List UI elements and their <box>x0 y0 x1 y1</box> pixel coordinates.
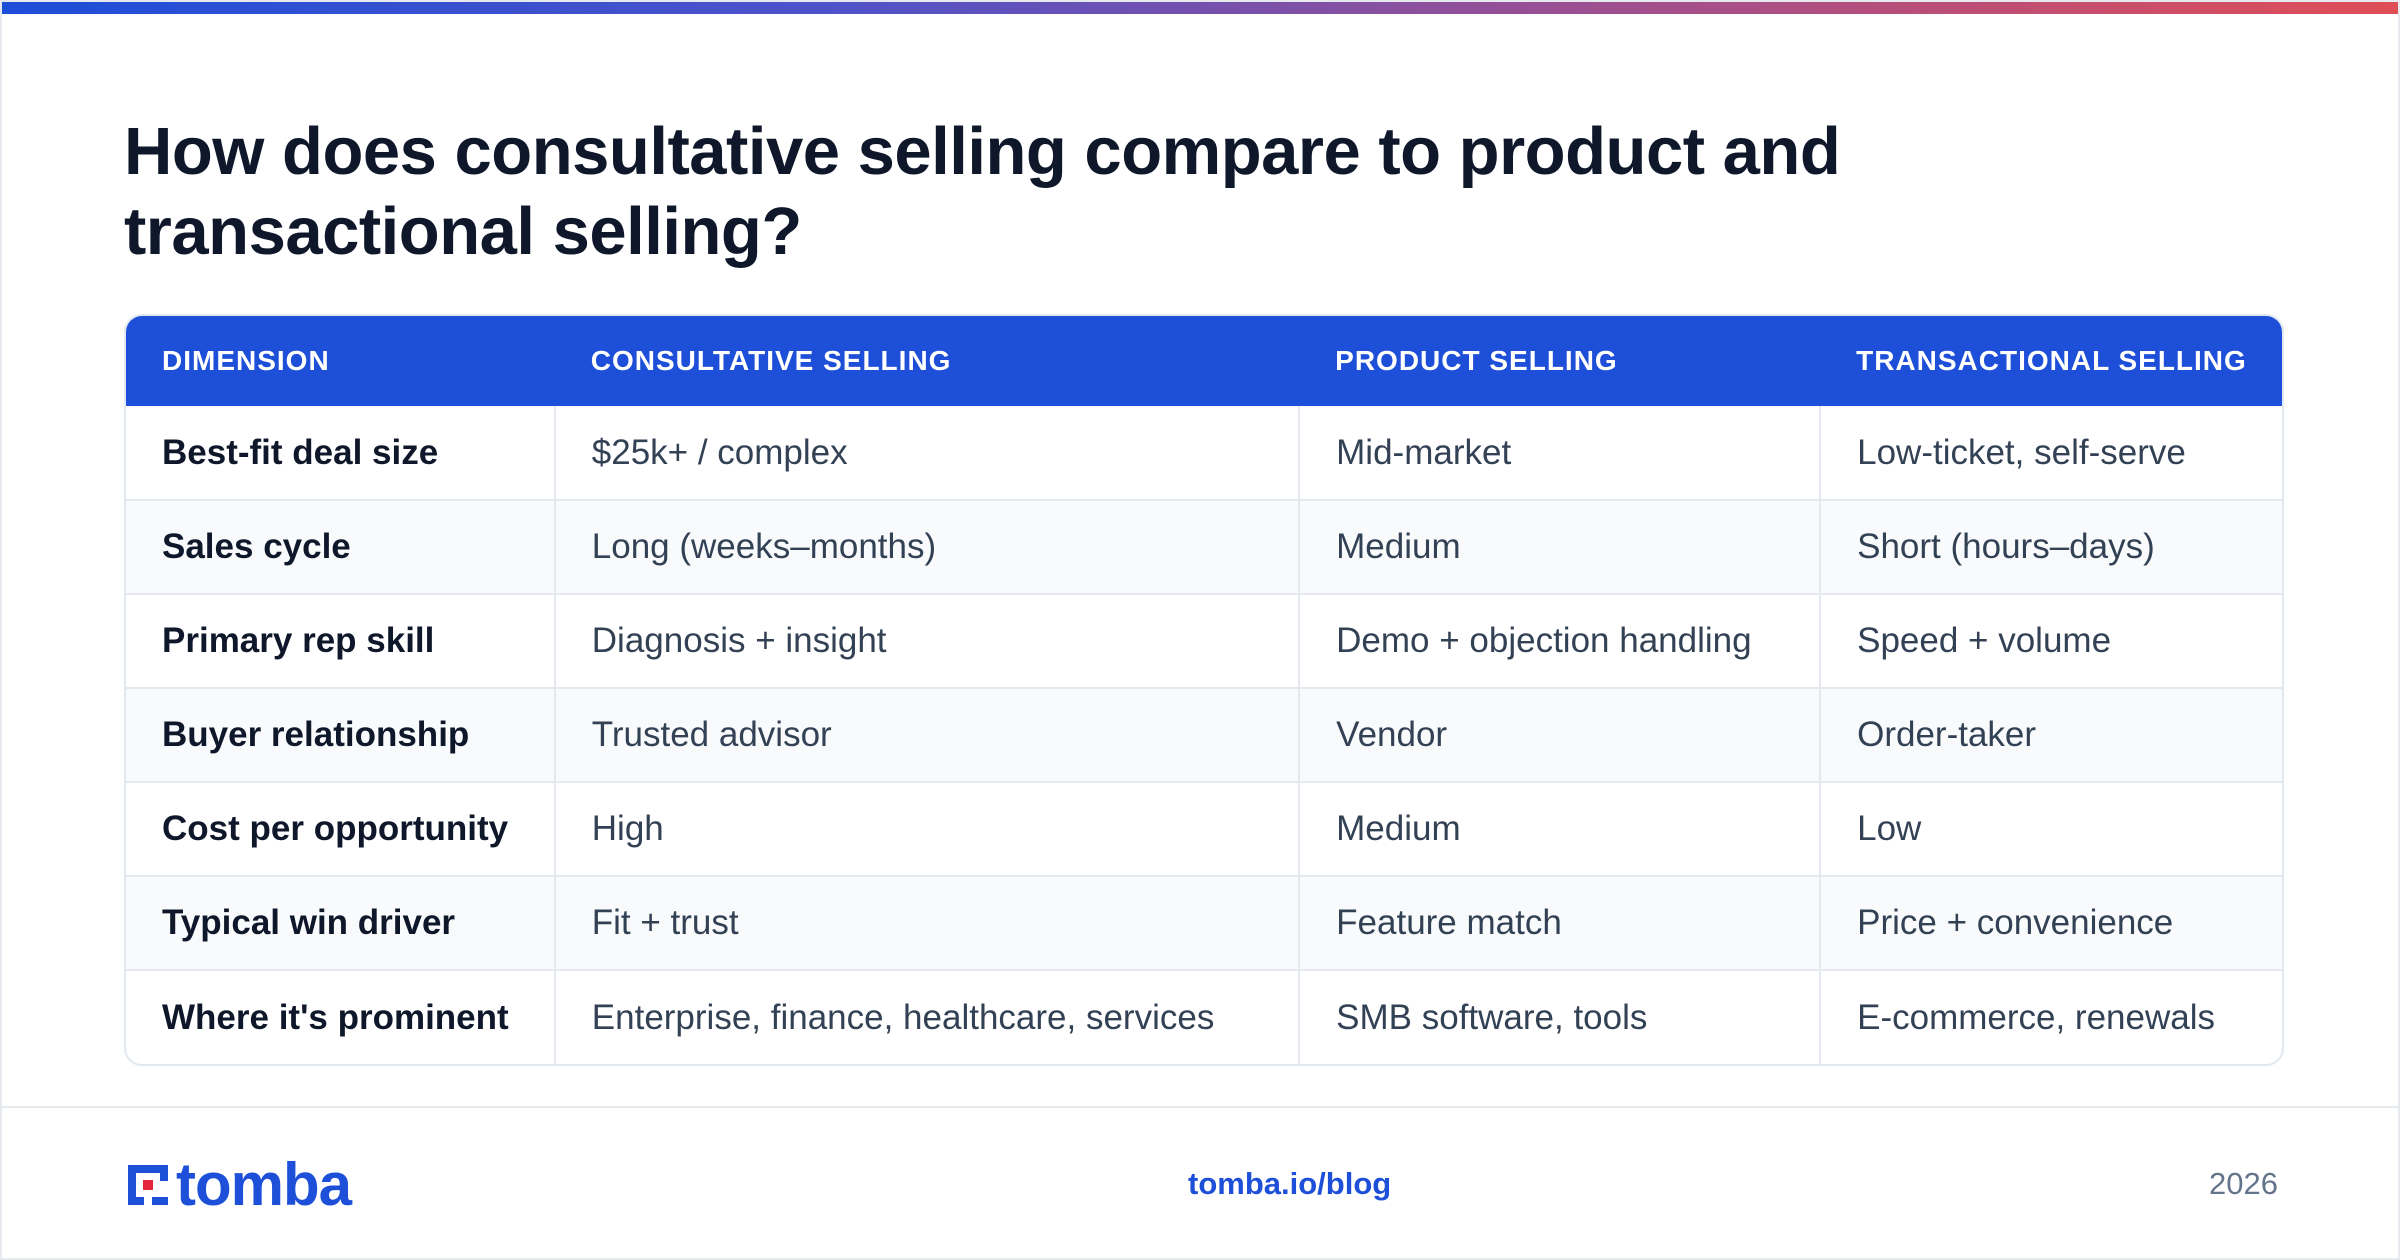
logo-wordmark: tomba <box>176 1151 352 1218</box>
transactional-cell: E-commerce, renewals <box>1819 969 2282 1064</box>
row-dimension: Best-fit deal size <box>162 432 439 472</box>
consultative-cell: Long (weeks–months) <box>553 499 1300 594</box>
row-dimension: Primary rep skill <box>126 593 555 688</box>
table-row: Cost per opportunity High Medium Low <box>126 781 2282 876</box>
product-cell: Vendor <box>1298 687 1821 782</box>
header-product-selling: PRODUCT SELLING <box>1299 316 1821 406</box>
header-consultative-selling: CONSULTATIVE SELLING <box>554 316 1300 406</box>
comparison-table-card: DIMENSION CONSULTATIVE SELLING PRODUCT S… <box>124 314 2284 1066</box>
table-row: Primary rep skill Diagnosis + insight De… <box>126 593 2282 688</box>
tomba-logo-icon <box>128 1165 168 1205</box>
table-row: Typical win driver Fit + trust Feature m… <box>126 875 2282 970</box>
transactional-cell: Low-ticket, self-serve <box>1819 406 2282 500</box>
table-row: Where it's prominent Enterprise, finance… <box>126 969 2282 1064</box>
header-dimension: DIMENSION <box>126 316 555 406</box>
consultative-cell: Diagnosis + insight <box>553 593 1300 688</box>
transactional-cell: Order-taker <box>1819 687 2282 782</box>
tomba-logo[interactable]: tomba <box>124 1151 352 1218</box>
consultative-cell: Trusted advisor <box>553 687 1300 782</box>
transactional-cell: Short (hours–days) <box>1819 499 2282 594</box>
consultative-cell: Enterprise, finance, healthcare, service… <box>553 969 1300 1064</box>
row-dimension: Buyer relationship <box>126 687 555 782</box>
transactional-cell: Speed + volume <box>1819 593 2282 688</box>
table-row: Sales cycle Long (weeks–months) Medium S… <box>126 499 2282 594</box>
product-cell: Mid-market <box>1298 406 1821 500</box>
transactional-cell: Price + convenience <box>1819 875 2282 970</box>
blog-link[interactable]: tomba.io/blog <box>1188 1166 1392 1201</box>
consultative-cell: Fit + trust <box>553 875 1300 970</box>
product-cell: Demo + objection handling <box>1298 593 1821 688</box>
header-transactional-selling: TRANSACTIONAL SELLING <box>1820 316 2282 406</box>
product-cell: Medium <box>1298 781 1821 876</box>
gradient-accent-bar <box>2 2 2398 14</box>
consultative-cell: $25k+ / complex <box>553 406 1300 500</box>
table-row: Best-fit deal size $25k+ / complex Mid-m… <box>126 406 2282 500</box>
row-dimension: Cost per opportunity <box>126 781 555 876</box>
comparison-table: DIMENSION CONSULTATIVE SELLING PRODUCT S… <box>126 316 2282 1064</box>
transactional-cell: Low <box>1819 781 2282 876</box>
row-dimension: Sales cycle <box>126 499 555 594</box>
footer-divider <box>2 1106 2398 1108</box>
product-cell: Medium <box>1298 499 1821 594</box>
row-dimension: Typical win driver <box>126 875 555 970</box>
consultative-cell: High <box>553 781 1300 876</box>
page-title: How does consultative selling compare to… <box>124 114 1841 269</box>
table-header-row: DIMENSION CONSULTATIVE SELLING PRODUCT S… <box>126 316 2282 406</box>
row-dimension: Where it's prominent <box>126 969 555 1064</box>
product-cell: Feature match <box>1298 875 1821 970</box>
product-cell: SMB software, tools <box>1298 969 1821 1064</box>
footer-year: 2026 <box>2209 1166 2278 1201</box>
table-row: Buyer relationship Trusted advisor Vendo… <box>126 687 2282 782</box>
